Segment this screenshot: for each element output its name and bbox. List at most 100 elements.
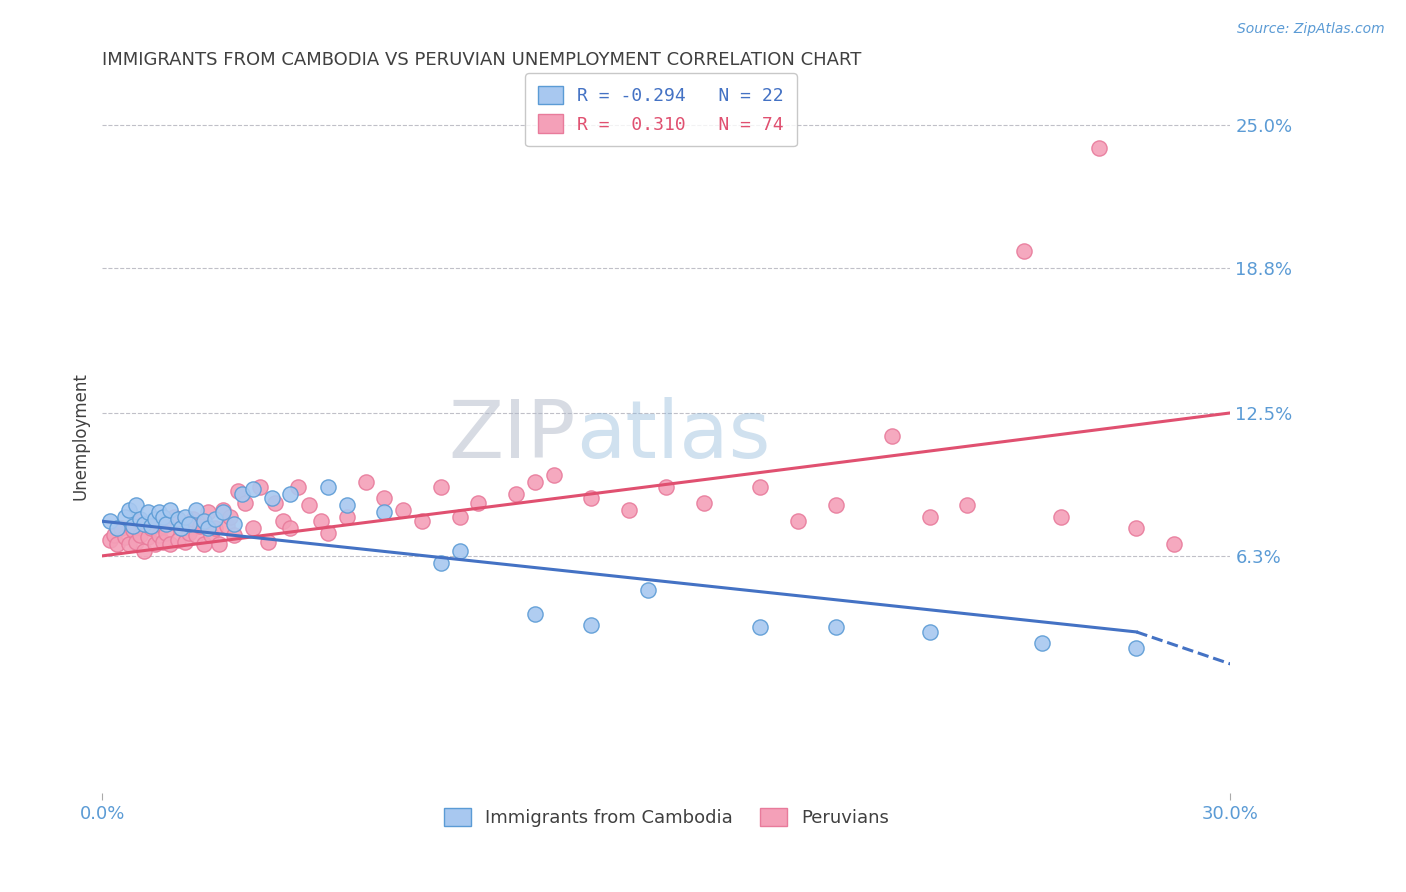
Point: [170, 521, 193, 535]
Point: [373, 491, 395, 506]
Point: [1031, 636, 1053, 650]
Point: [880, 429, 903, 443]
Point: [918, 509, 941, 524]
Point: [148, 505, 170, 519]
Point: [222, 516, 245, 531]
Point: [129, 514, 152, 528]
Point: [132, 544, 155, 558]
Point: [260, 491, 283, 506]
Point: [787, 514, 810, 528]
Text: IMMIGRANTS FROM CAMBODIA VS PERUVIAN UNEMPLOYMENT CORRELATION CHART: IMMIGRANTS FROM CAMBODIA VS PERUVIAN UNE…: [103, 51, 862, 69]
Point: [155, 516, 177, 531]
Point: [523, 475, 546, 489]
Point: [163, 509, 186, 524]
Point: [749, 620, 772, 634]
Point: [617, 502, 640, 516]
Point: [98, 533, 121, 547]
Point: [208, 537, 231, 551]
Point: [118, 537, 141, 551]
Point: [316, 480, 339, 494]
Point: [271, 514, 294, 528]
Point: [107, 521, 129, 535]
Point: [136, 505, 159, 519]
Point: [121, 524, 143, 538]
Point: [204, 512, 226, 526]
Point: [1163, 537, 1185, 551]
Point: [655, 480, 678, 494]
Point: [249, 480, 271, 494]
Point: [186, 502, 208, 516]
Point: [226, 484, 249, 499]
Point: [98, 514, 121, 528]
Text: ZIP: ZIP: [449, 397, 576, 475]
Point: [118, 502, 141, 516]
Point: [211, 505, 233, 519]
Point: [152, 535, 174, 549]
Point: [197, 505, 219, 519]
Point: [430, 556, 453, 570]
Point: [174, 509, 197, 524]
Point: [1088, 141, 1111, 155]
Point: [197, 521, 219, 535]
Point: [523, 607, 546, 621]
Point: [749, 480, 772, 494]
Y-axis label: Unemployment: Unemployment: [72, 372, 89, 500]
Point: [918, 624, 941, 639]
Point: [257, 535, 280, 549]
Point: [354, 475, 377, 489]
Point: [148, 528, 170, 542]
Point: [103, 528, 125, 542]
Point: [581, 618, 603, 632]
Point: [193, 537, 215, 551]
Point: [204, 521, 226, 535]
Point: [129, 512, 152, 526]
Point: [125, 498, 148, 512]
Point: [373, 505, 395, 519]
Point: [143, 537, 166, 551]
Point: [211, 502, 233, 516]
Point: [581, 491, 603, 506]
Point: [824, 498, 846, 512]
Point: [543, 468, 565, 483]
Point: [392, 502, 415, 516]
Point: [110, 521, 132, 535]
Point: [222, 528, 245, 542]
Point: [215, 519, 238, 533]
Text: atlas: atlas: [576, 397, 770, 475]
Text: Source: ZipAtlas.com: Source: ZipAtlas.com: [1237, 22, 1385, 37]
Point: [170, 521, 193, 535]
Point: [193, 514, 215, 528]
Point: [114, 509, 136, 524]
Point: [316, 525, 339, 540]
Point: [159, 537, 181, 551]
Point: [186, 528, 208, 542]
Point: [121, 519, 143, 533]
Point: [693, 496, 716, 510]
Point: [287, 480, 309, 494]
Point: [1012, 244, 1035, 259]
Point: [181, 512, 204, 526]
Point: [430, 480, 453, 494]
Point: [143, 512, 166, 526]
Point: [159, 502, 181, 516]
Point: [1125, 521, 1147, 535]
Point: [242, 482, 264, 496]
Legend: Immigrants from Cambodia, Peruvians: Immigrants from Cambodia, Peruvians: [436, 800, 897, 834]
Point: [114, 530, 136, 544]
Point: [107, 537, 129, 551]
Point: [166, 512, 188, 526]
Point: [152, 519, 174, 533]
Point: [152, 509, 174, 524]
Point: [200, 528, 222, 542]
Point: [1050, 509, 1073, 524]
Point: [177, 516, 200, 531]
Point: [824, 620, 846, 634]
Point: [125, 535, 148, 549]
Point: [141, 519, 163, 533]
Point: [956, 498, 979, 512]
Point: [242, 521, 264, 535]
Point: [155, 525, 177, 540]
Point: [505, 486, 527, 500]
Point: [280, 486, 302, 500]
Point: [298, 498, 321, 512]
